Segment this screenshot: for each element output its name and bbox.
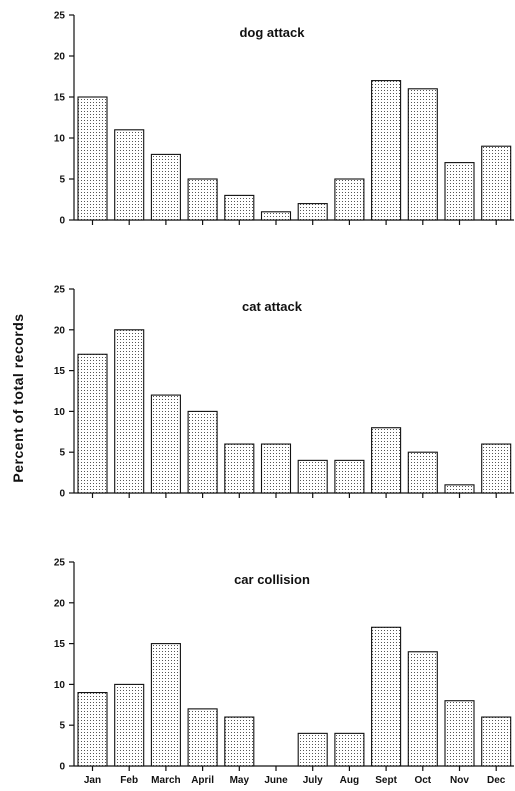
x-tick-label: April [191,775,214,786]
x-tick-label: Sept [375,775,397,786]
y-tick-label: 0 [59,489,65,500]
panel-2: 0 5 10 15 20 25 Jan Feb March April May June July Aug… [54,558,514,786]
x-tick-label: March [151,775,180,786]
bar-oct [407,451,438,494]
x-tick-label: Oct [414,775,431,786]
bar-feb [114,329,145,494]
bar-sept [371,427,402,494]
x-tick-label: May [230,775,250,786]
bar-dec [481,716,512,767]
y-tick-label: 15 [54,366,66,377]
panel-title: car collision [234,572,310,587]
bar-oct [407,651,438,767]
bar-aug [334,459,365,494]
bar-april [187,708,218,767]
panel-title: dog attack [239,25,305,40]
bar-june [260,211,292,221]
panel-1: 0 5 10 15 20 25 cat attack [54,285,514,500]
y-tick-label: 25 [54,558,66,569]
bar-march [150,153,181,221]
y-tick-label: 20 [54,598,66,609]
y-axis-label: Percent of total records [10,313,26,482]
bar-jan [77,353,108,494]
x-tick-label: Aug [340,775,359,786]
bar-july [297,203,328,221]
bar-april [187,410,218,494]
y-tick-label: 5 [59,448,65,459]
y-tick-label: 5 [59,175,65,186]
bar-dec [481,443,512,494]
bar-sept [371,80,402,221]
y-tick-label: 15 [54,639,66,650]
x-tick-label: Jan [84,775,101,786]
bar-oct [407,88,438,221]
bar-dec [481,145,512,221]
bar-may [224,194,255,221]
x-tick-label: Dec [487,775,506,786]
bar-nov [444,700,475,767]
bar-july [297,732,328,767]
panel-0: 0 5 10 15 20 25 dog attack [54,11,514,227]
x-tick-label: Feb [120,775,138,786]
y-tick-label: 20 [54,325,66,336]
bar-jan [77,96,108,221]
y-tick-label: 15 [54,93,66,104]
bar-april [187,178,218,221]
bar-sept [371,626,402,767]
x-tick-label: June [264,775,288,786]
y-tick-label: 25 [54,11,66,22]
bar-may [224,716,255,767]
bar-nov [444,484,475,494]
y-tick-label: 10 [54,134,66,145]
bar-jan [77,692,108,767]
chart-panels: 0 5 10 15 20 25 dog attack 0 5 10 15 20 25 cat attack… [54,11,514,786]
bar-feb [114,129,145,221]
bar-aug [334,178,365,221]
y-tick-label: 5 [59,721,65,732]
y-tick-label: 10 [54,407,66,418]
bar-july [297,459,328,494]
panel-title: cat attack [242,299,303,314]
bar-nov [444,162,475,221]
x-tick-label: July [303,775,323,786]
bar-march [150,394,181,494]
bar-aug [334,732,365,767]
y-tick-label: 0 [59,762,65,773]
bar-march [150,643,181,767]
y-tick-label: 10 [54,680,66,691]
y-tick-label: 20 [54,52,66,63]
y-tick-label: 0 [59,216,65,227]
bar-june [260,443,292,494]
bar-feb [114,683,145,767]
x-tick-label: Nov [450,775,469,786]
y-tick-label: 25 [54,285,66,296]
bar-may [224,443,255,494]
